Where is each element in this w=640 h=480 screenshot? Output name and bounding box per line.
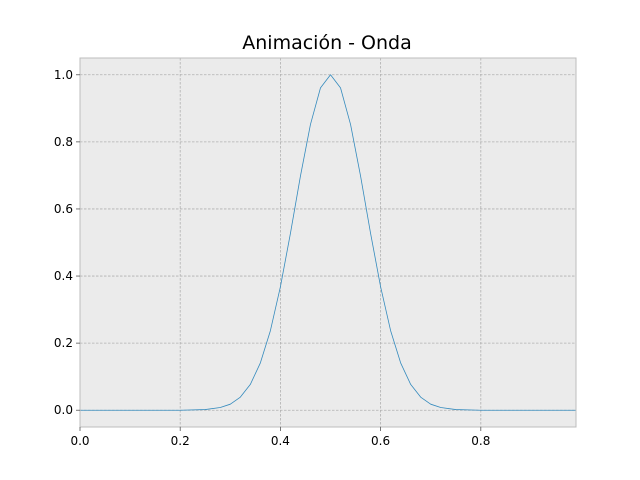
y-tick-label: 0.2: [54, 336, 73, 350]
y-tick-label: 1.0: [54, 68, 73, 82]
y-axis: 0.0 0.2 0.4 0.6 0.8 1.0: [54, 68, 80, 417]
grid-lines: [79, 58, 576, 427]
plot-area: [80, 58, 576, 427]
x-tick-label: 0.4: [271, 434, 290, 448]
y-tick-label: 0.4: [54, 269, 73, 283]
plot-frame: [79, 57, 577, 428]
y-tick-label: 0.0: [54, 403, 73, 417]
series-line: [80, 74, 576, 411]
x-axis: 0.0 0.2 0.4 0.6 0.8: [70, 427, 490, 448]
axes-spines: [79, 57, 577, 428]
x-tick-label: 0.8: [471, 434, 490, 448]
y-tick-label: 0.8: [54, 135, 73, 149]
series-group: [80, 74, 576, 411]
x-tick-label: 0.6: [371, 434, 390, 448]
x-tick-label: 0.2: [171, 434, 190, 448]
y-tick-label: 0.6: [54, 202, 73, 216]
chart-title: Animación - Onda: [242, 32, 412, 54]
x-tick-label: 0.0: [70, 434, 89, 448]
